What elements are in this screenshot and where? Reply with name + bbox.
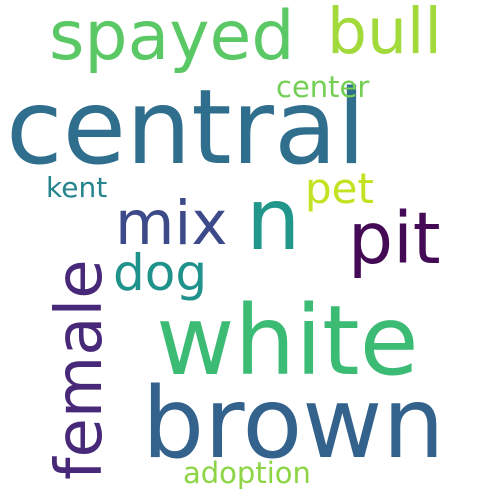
word-adoption: adoption — [183, 456, 311, 490]
word-mix: mix — [115, 188, 228, 259]
word-kent: kent — [46, 171, 108, 204]
word-bull: bull — [327, 0, 442, 68]
word-n: n — [246, 170, 301, 270]
word-spayed: spayed — [49, 0, 295, 76]
word-pet: pet — [305, 164, 374, 213]
word-brown: brown — [142, 367, 445, 481]
word-white: white — [156, 285, 419, 397]
word-center: center — [276, 70, 370, 104]
word-dog: dog — [113, 244, 208, 302]
word-central: central — [6, 68, 366, 188]
word-female: female — [43, 259, 117, 480]
word-pit: pit — [348, 197, 441, 280]
